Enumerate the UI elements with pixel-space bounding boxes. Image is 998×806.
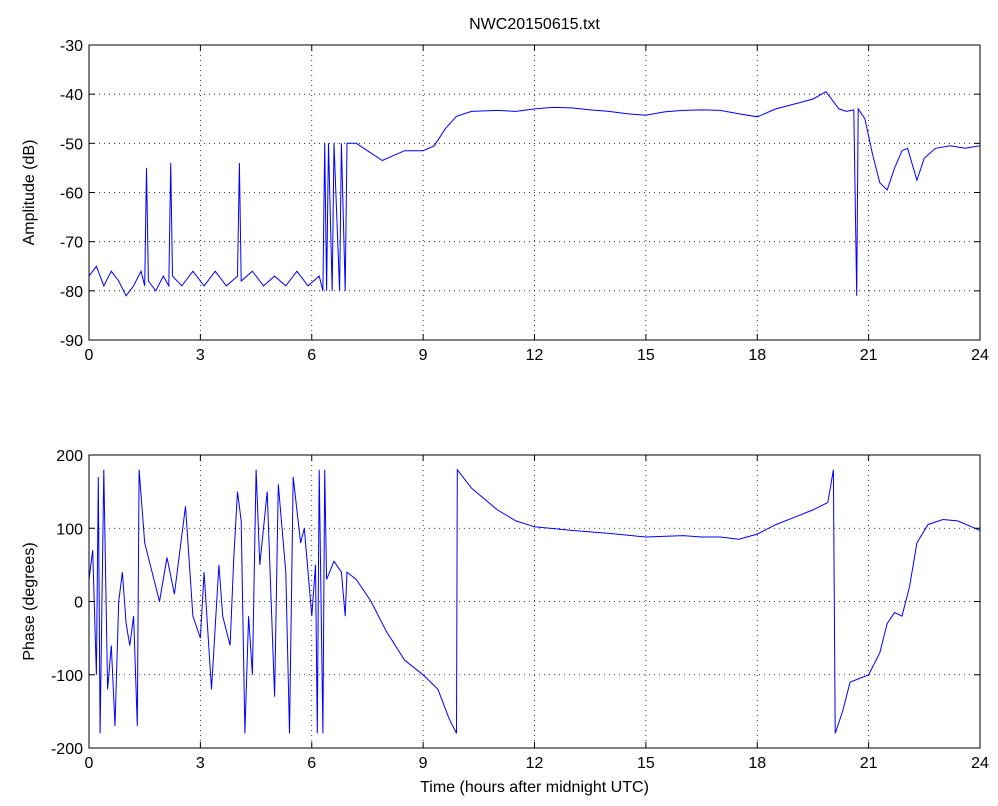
y-tick-label: -80 bbox=[60, 284, 83, 301]
y-tick-label: -200 bbox=[51, 741, 83, 758]
x-tick-label: 6 bbox=[307, 347, 316, 364]
data-line bbox=[88, 91, 981, 297]
x-tick-label: 12 bbox=[526, 755, 544, 772]
axes-box bbox=[88, 44, 981, 341]
y-tick-label: -50 bbox=[60, 136, 83, 153]
axes-box bbox=[88, 454, 981, 749]
x-tick-label: 21 bbox=[860, 347, 878, 364]
x-tick-label: 15 bbox=[637, 755, 655, 772]
y-axis-label: Phase (degrees) bbox=[21, 542, 38, 660]
y-tick-label: 100 bbox=[56, 521, 83, 538]
x-tick-label: 24 bbox=[971, 755, 989, 772]
x-tick-label: 12 bbox=[526, 347, 544, 364]
y-tick-label: -30 bbox=[60, 38, 83, 55]
y-tick-label: -60 bbox=[60, 186, 83, 203]
x-tick-label: 24 bbox=[971, 347, 989, 364]
y-tick-label: -100 bbox=[51, 668, 83, 685]
x-tick-label: 9 bbox=[419, 755, 428, 772]
y-axis-label: Amplitude (dB) bbox=[21, 140, 38, 246]
y-tick-label: 200 bbox=[56, 448, 83, 465]
x-tick-label: 15 bbox=[637, 347, 655, 364]
y-tick-label: -40 bbox=[60, 87, 83, 104]
x-tick-label: 18 bbox=[748, 755, 766, 772]
chart-title: NWC20150615.txt bbox=[469, 16, 600, 33]
x-tick-label: 6 bbox=[307, 755, 316, 772]
x-tick-label: 3 bbox=[196, 755, 205, 772]
x-tick-label: 18 bbox=[748, 347, 766, 364]
x-tick-label: 0 bbox=[85, 347, 94, 364]
data-line bbox=[88, 468, 981, 734]
x-axis-label: Time (hours after midnight UTC) bbox=[420, 779, 649, 796]
y-tick-label: -90 bbox=[60, 333, 83, 350]
x-tick-label: 9 bbox=[419, 347, 428, 364]
x-tick-label: 21 bbox=[860, 755, 878, 772]
y-tick-label: 0 bbox=[74, 595, 83, 612]
x-tick-label: 0 bbox=[85, 755, 94, 772]
y-tick-label: -70 bbox=[60, 235, 83, 252]
x-tick-label: 3 bbox=[196, 347, 205, 364]
